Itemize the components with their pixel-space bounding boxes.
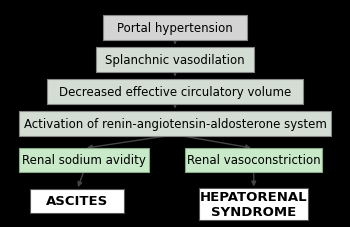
Text: Renal vasoconstriction: Renal vasoconstriction — [187, 153, 321, 167]
Text: Portal hypertension: Portal hypertension — [117, 22, 233, 35]
FancyBboxPatch shape — [19, 148, 149, 172]
FancyBboxPatch shape — [47, 79, 303, 104]
FancyBboxPatch shape — [186, 148, 322, 172]
FancyBboxPatch shape — [96, 48, 254, 73]
Text: Renal sodium avidity: Renal sodium avidity — [22, 153, 146, 167]
Text: Activation of renin-angiotensin-aldosterone system: Activation of renin-angiotensin-aldoster… — [23, 117, 327, 130]
Text: HEPATORENAL
SYNDROME: HEPATORENAL SYNDROME — [200, 190, 308, 218]
FancyBboxPatch shape — [30, 189, 124, 213]
Text: Splanchnic vasodilation: Splanchnic vasodilation — [105, 54, 245, 67]
FancyBboxPatch shape — [103, 16, 247, 41]
Text: ASCITES: ASCITES — [46, 194, 108, 207]
Text: Decreased effective circulatory volume: Decreased effective circulatory volume — [59, 85, 291, 99]
FancyBboxPatch shape — [199, 188, 308, 220]
FancyBboxPatch shape — [19, 111, 331, 136]
